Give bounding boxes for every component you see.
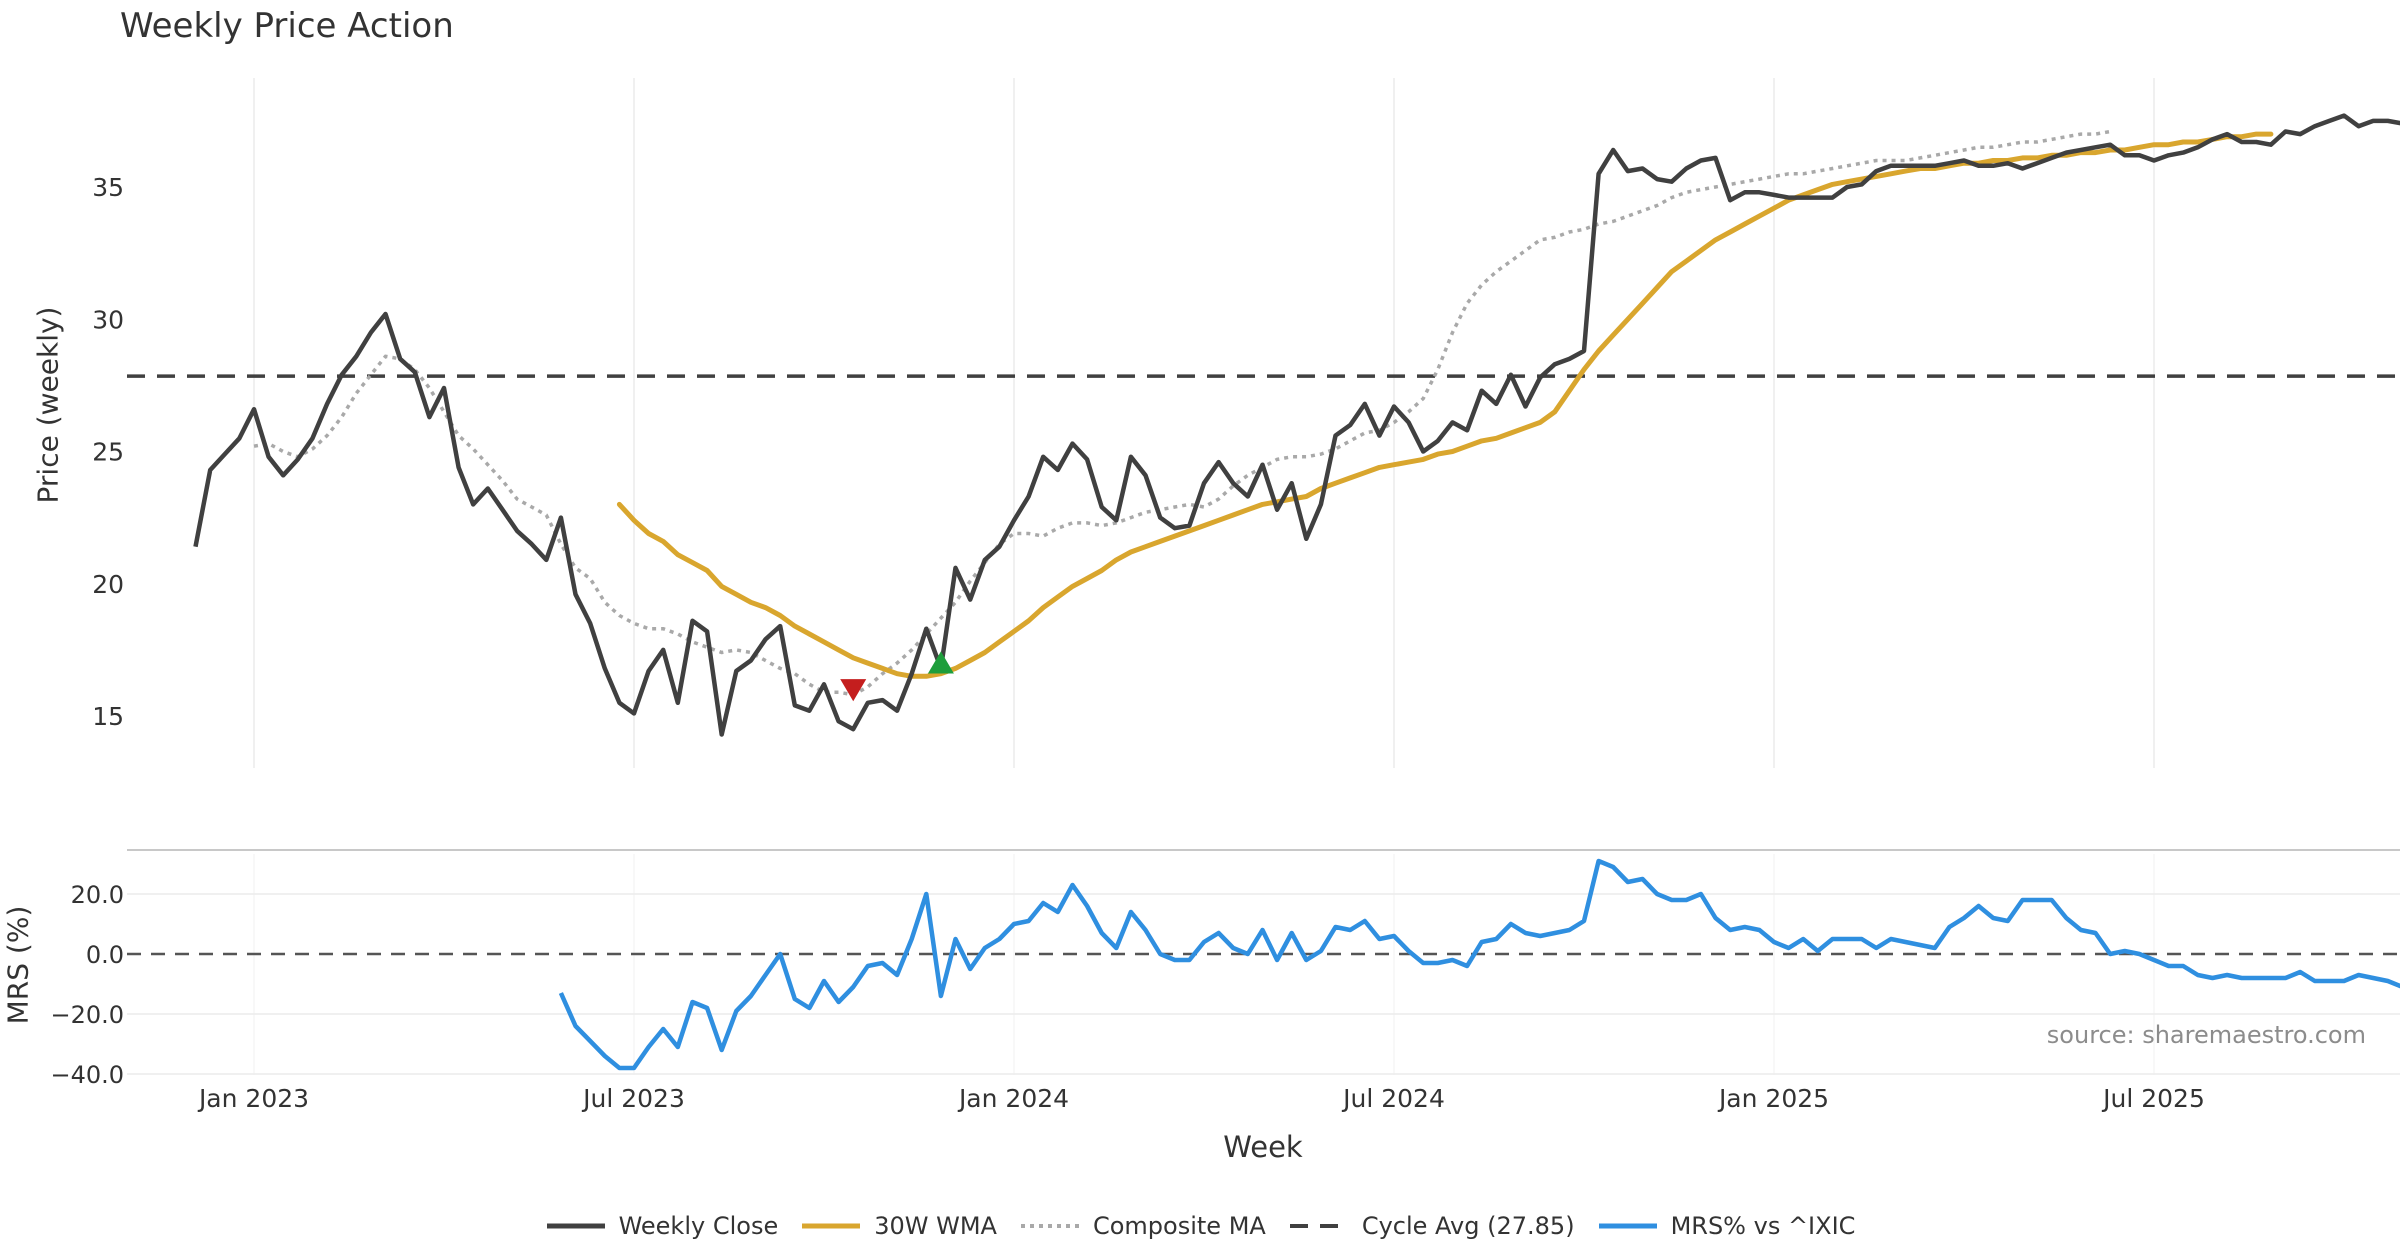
legend-swatch-weekly-close [546,1223,605,1229]
x-tick-label: Jul 2023 [581,1084,685,1113]
chart-title: Weekly Price Action [120,6,454,46]
weekly-close-line [193,113,2400,737]
y-tick-label: 35 [92,173,124,202]
x-tick-label: Jan 2025 [1717,1084,1829,1113]
mrs-axis-label: MRS (%) [1,905,35,1025]
buy-signal-marker [927,651,954,674]
mrs-y-tick-label: −20.0 [50,1001,124,1029]
legend-swatch-composite-ma [1020,1224,1079,1228]
sell-signal-marker [840,679,867,702]
legend-label: MRS% vs ^IXIC [1670,1212,1856,1240]
legend: Weekly Close 30W WMA Composite MA Cycle … [0,1212,2400,1240]
legend-item-composite-ma: Composite MA [1019,1212,1266,1240]
legend-item-cycle-avg: Cycle Avg (27.85) [1288,1212,1575,1240]
legend-swatch-mrs [1598,1223,1657,1229]
legend-label: Composite MA [1092,1212,1266,1240]
x-tick-label: Jul 2025 [2101,1084,2205,1113]
mrs-y-tick-label: −40.0 [50,1061,124,1089]
y-tick-label: 15 [92,702,124,731]
x-tick-label: Jul 2024 [1341,1084,1445,1113]
legend-swatch-cycle-avg [1289,1224,1348,1228]
source-note: source: sharemaestro.com [2046,1021,2366,1049]
x-tick-label: Jan 2023 [197,1084,309,1113]
y-tick-label: 20 [92,570,124,599]
y-tick-label: 30 [92,305,124,334]
legend-label: Cycle Avg (27.85) [1361,1212,1575,1240]
legend-label: Weekly Close [618,1212,779,1240]
mrs-y-tick-label: 20.0 [71,881,124,909]
legend-item-30w-wma: 30W WMA [800,1212,997,1240]
legend-label: 30W WMA [874,1212,997,1240]
legend-swatch-30w-wma [802,1223,861,1229]
mrs-y-tick-label: 0.0 [86,941,124,969]
y-tick-label: 25 [92,438,124,467]
x-axis-label: Week [1223,1130,1303,1164]
legend-item-mrs: MRS% vs ^IXIC [1597,1212,1856,1240]
composite-ma-line [253,129,2111,697]
x-tick-label: Jan 2024 [957,1084,1069,1113]
legend-item-weekly-close: Weekly Close [545,1212,779,1240]
price-axis-label: Price (weekly) [31,306,65,504]
wma-30w-line [616,131,2274,679]
mrs-line [558,858,2400,1071]
